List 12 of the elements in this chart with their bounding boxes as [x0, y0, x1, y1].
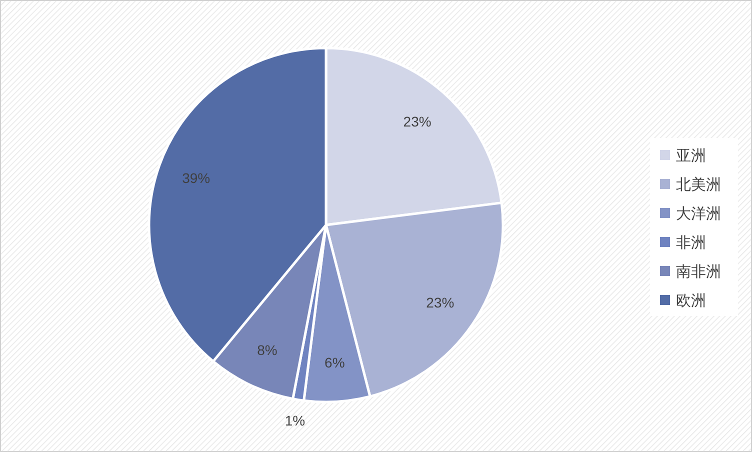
- legend-label: 大洋洲: [676, 204, 721, 222]
- data-label: 23%: [403, 113, 432, 130]
- data-label: 1%: [284, 412, 306, 429]
- data-label: 6%: [324, 354, 345, 371]
- data-label: 39%: [182, 170, 210, 186]
- legend-label: 非洲: [676, 233, 706, 252]
- legend-label: 欧洲: [676, 291, 706, 310]
- legend-label: 北美洲: [676, 175, 721, 194]
- data-label: 8%: [257, 342, 278, 358]
- legend-label: 南非洲: [676, 262, 721, 280]
- legend-label: 亚洲: [676, 146, 706, 164]
- data-label: 23%: [426, 294, 454, 310]
